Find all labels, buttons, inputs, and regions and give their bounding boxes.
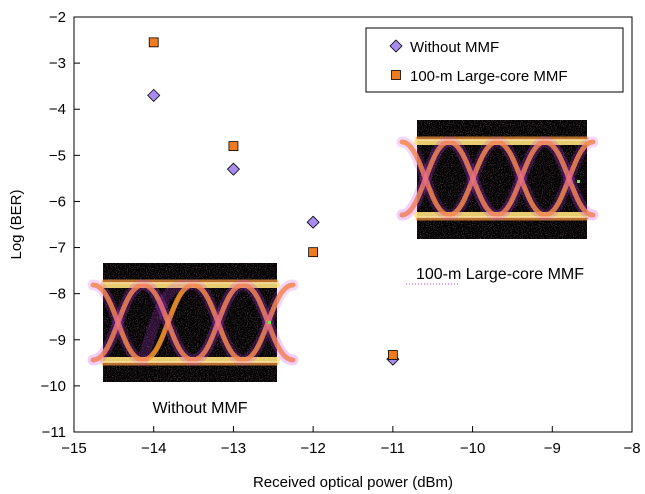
square-point xyxy=(308,247,319,258)
x-tick-label: −13 xyxy=(221,440,246,457)
y-tick-label: −3 xyxy=(49,55,66,72)
legend-box xyxy=(365,27,624,93)
square-point xyxy=(228,141,239,152)
diamond-point xyxy=(147,88,161,102)
legend-label: Without MMF xyxy=(410,39,499,56)
data-points xyxy=(147,37,400,366)
x-axis-title: Received optical power (dBm) xyxy=(253,474,453,491)
y-tick-label: −8 xyxy=(49,286,66,303)
tick-labels: −15 −14 −13 −12 −11 −10 −9 −8 −2 −3 −4 −5 −6 −7 −8 −9 −1… xyxy=(8,9,641,491)
series-square xyxy=(148,37,398,360)
y-tick-label: −4 xyxy=(49,101,66,118)
square-point xyxy=(148,37,159,48)
axes xyxy=(73,16,633,433)
eye-diagram-100m-large-core-mmf xyxy=(396,120,599,239)
y-axis-title: Log (BER) xyxy=(8,189,25,259)
y-tick-label: −2 xyxy=(49,9,66,26)
x-tick-label: −14 xyxy=(141,440,166,457)
y-tick-label: −11 xyxy=(42,424,66,441)
inset-label-without-mmf: Without MMF xyxy=(152,400,247,417)
inset-label-100m-large-core-mmf: 100-m Large-core MMF xyxy=(416,266,584,283)
x-tick-label: −15 xyxy=(61,440,86,457)
diamond-point xyxy=(226,162,240,176)
square-point xyxy=(387,350,398,360)
x-tick-label: −8 xyxy=(623,440,640,457)
eye-diagram-without-mmf xyxy=(87,263,299,382)
y-tick-label: −7 xyxy=(49,240,66,257)
x-tick-label: −10 xyxy=(460,440,485,457)
diamond-point xyxy=(306,215,320,229)
plot-frame xyxy=(73,16,633,433)
y-tick-label: −5 xyxy=(49,147,66,164)
legend-marker-diamond xyxy=(389,39,403,53)
x-tick-label: −12 xyxy=(300,440,325,457)
legend: Without MMF 100-m Large-core MMF xyxy=(365,27,624,93)
legend-marker-square xyxy=(391,70,401,80)
y-tick-label: −9 xyxy=(49,332,66,349)
y-tick-label: −6 xyxy=(49,193,66,210)
legend-label: 100-m Large-core MMF xyxy=(410,68,568,85)
x-tick-label: −9 xyxy=(544,440,561,457)
x-tick-label: −11 xyxy=(381,440,405,457)
y-tick-label: −10 xyxy=(41,378,66,395)
